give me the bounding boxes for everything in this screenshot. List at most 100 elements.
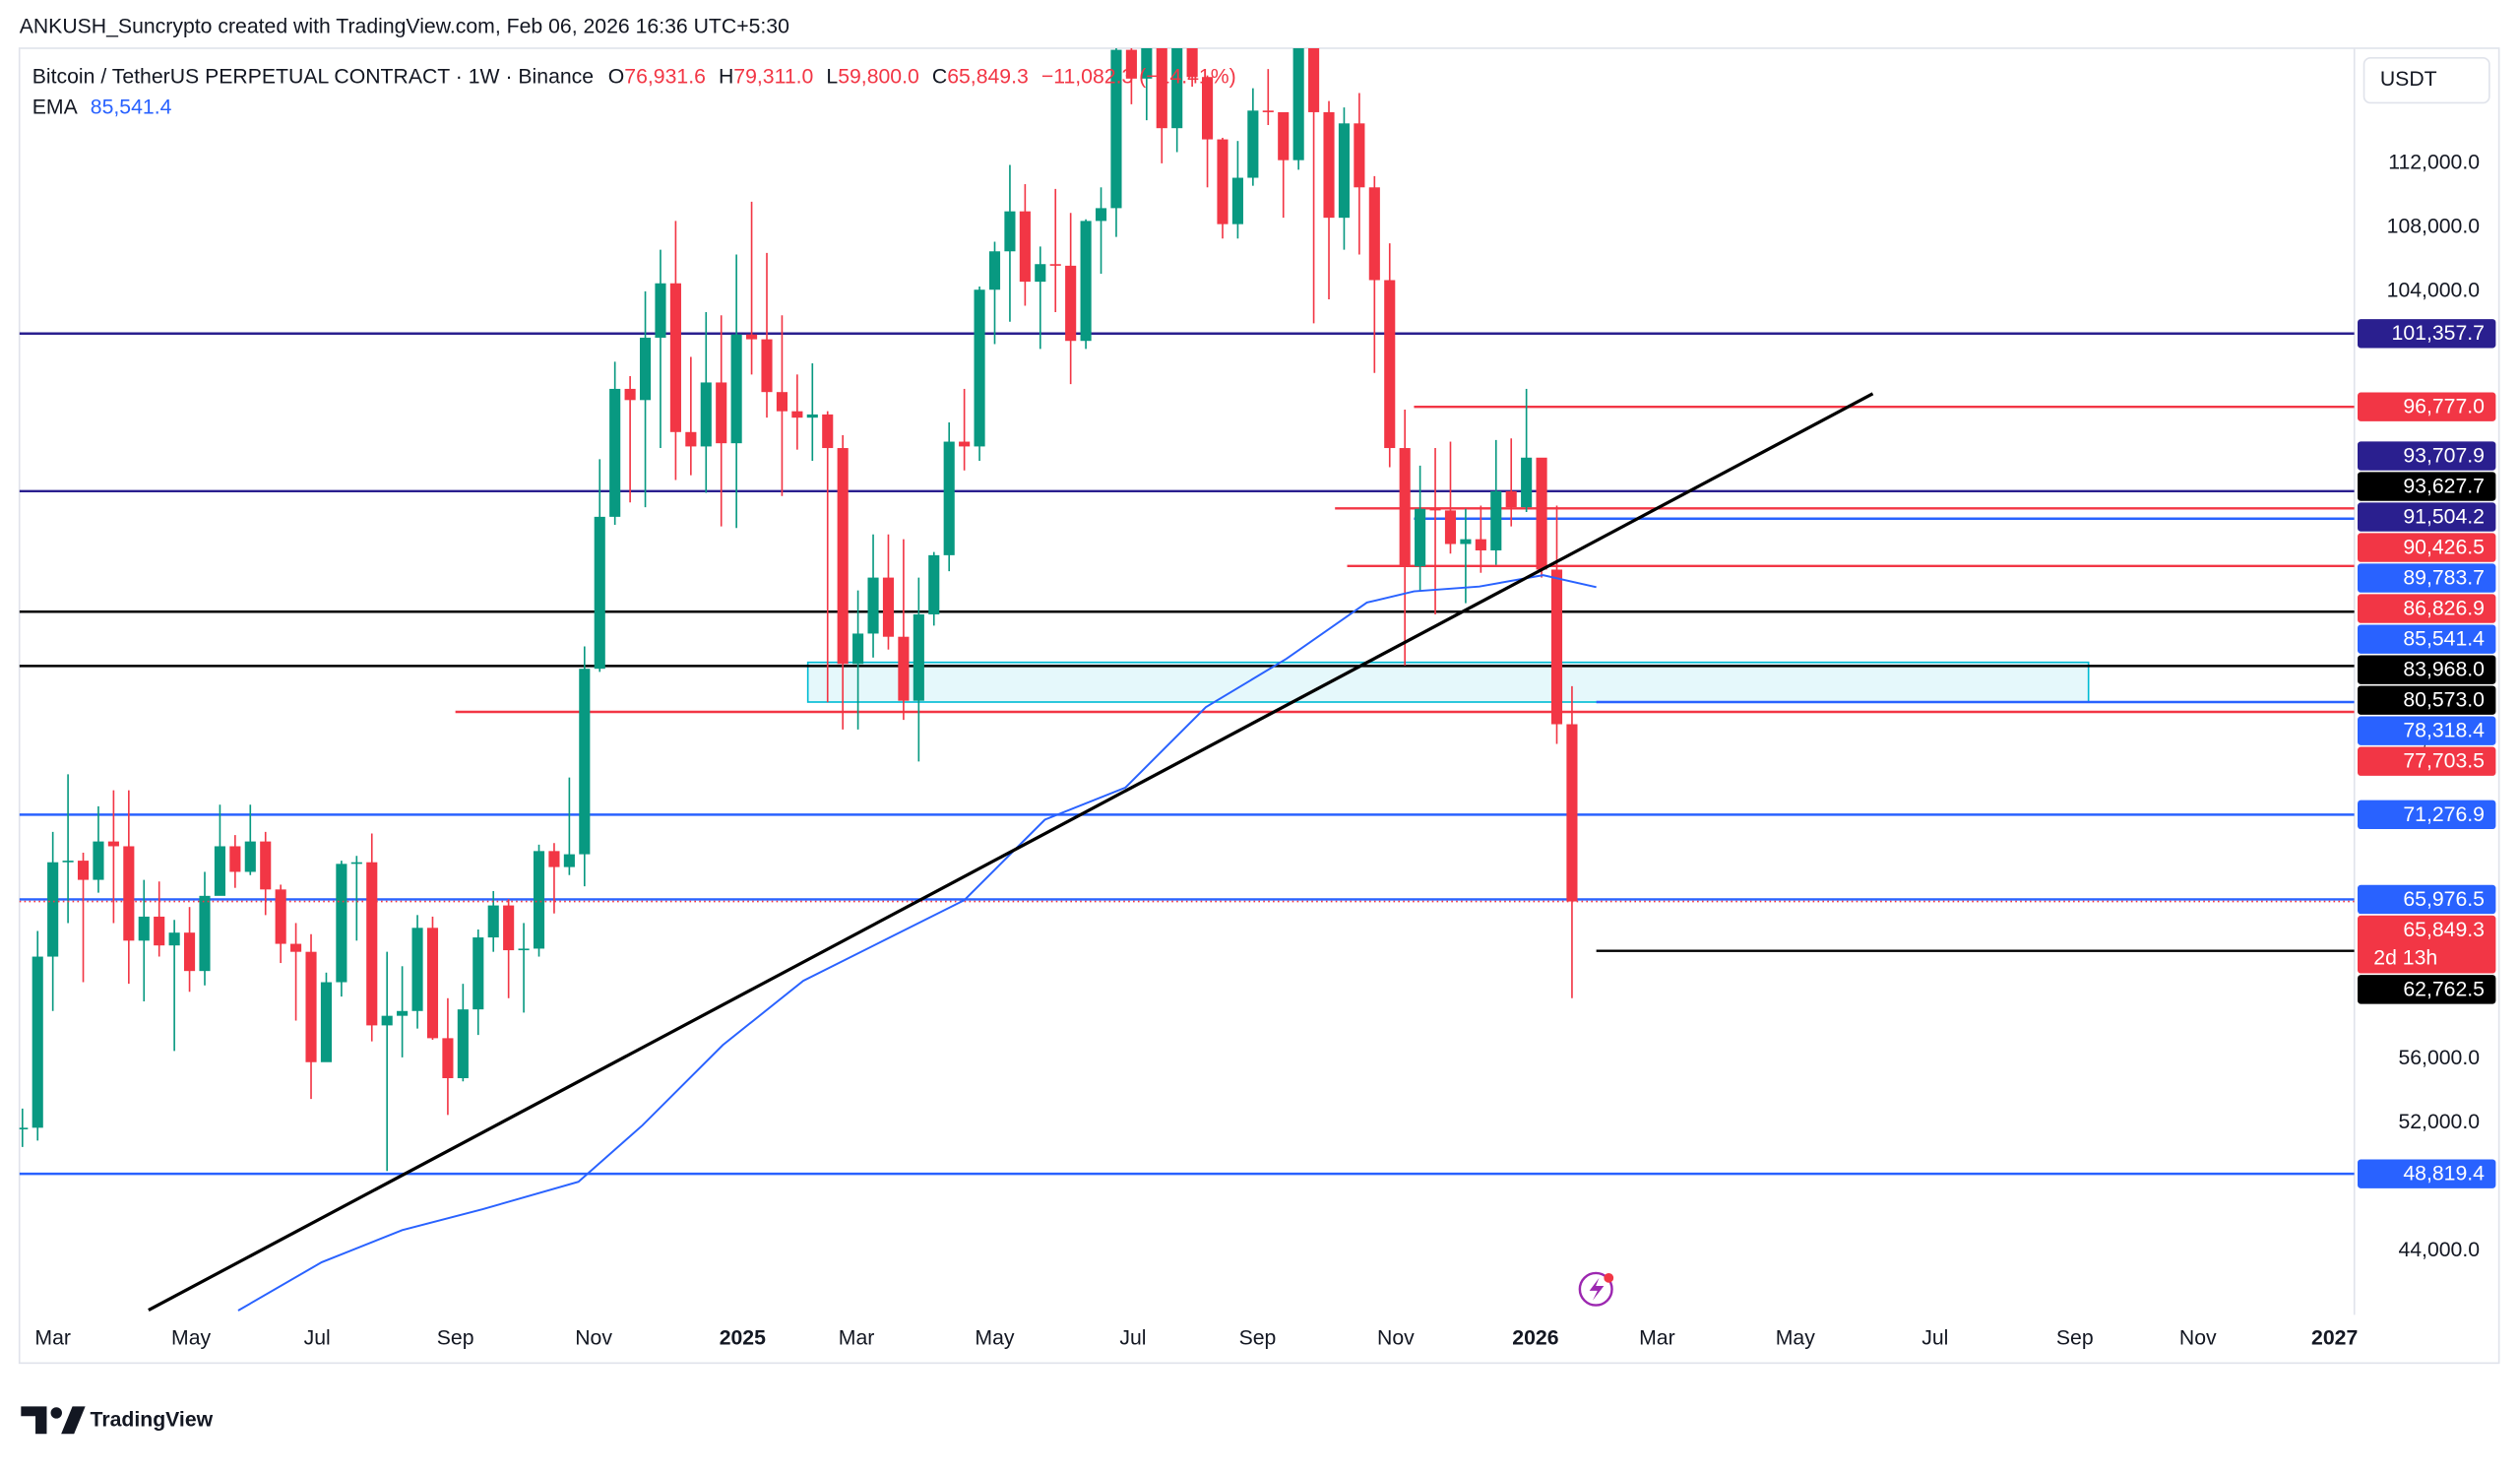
- price-label: 65,849.3: [2403, 919, 2485, 941]
- price-label-box: [2357, 441, 2496, 471]
- x-tick-label: Sep: [2056, 1326, 2094, 1349]
- y-tick-label: 56,000.0: [2398, 1047, 2480, 1069]
- price-label: 91,504.2: [2403, 505, 2485, 528]
- currency-box[interactable]: [2362, 56, 2490, 104]
- price-label-box: [2357, 502, 2496, 532]
- candle-body: [1521, 457, 1533, 508]
- chart-frame: [18, 47, 2500, 1365]
- price-label-box: [2357, 655, 2496, 684]
- ema-legend: EMA 85,541.4: [32, 96, 172, 118]
- candle-body: [928, 554, 940, 614]
- candle-body: [761, 339, 773, 393]
- candle-body: [974, 289, 985, 447]
- candle-body: [1444, 510, 1457, 545]
- candle-body: [533, 851, 545, 949]
- currency[interactable]: USDT: [2380, 68, 2437, 91]
- candle-body: [138, 916, 150, 941]
- candle-body: [320, 982, 333, 1062]
- x-tick-label: 2025: [720, 1326, 766, 1349]
- y-tick-label: 108,000.0: [2387, 216, 2480, 238]
- candle-body: [168, 932, 180, 946]
- candle-body: [806, 414, 818, 418]
- ohlc-key: O: [608, 65, 625, 88]
- candle-body: [77, 861, 90, 880]
- x-tick-label: Jul: [1119, 1326, 1146, 1349]
- candle-body: [426, 928, 439, 1039]
- candle-body: [1095, 208, 1107, 222]
- candle-body: [1292, 47, 1304, 160]
- x-tick-label: Nov: [1377, 1326, 1415, 1349]
- price-label-box: [2357, 716, 2496, 745]
- ema-line: [237, 574, 1597, 1312]
- candle-body: [518, 948, 530, 951]
- candle-body: [1354, 123, 1365, 188]
- candle-body: [184, 932, 196, 972]
- y-tick-label: 44,000.0: [2398, 1239, 2480, 1261]
- candle-body: [1384, 280, 1396, 449]
- price-label: 78,318.4: [2403, 720, 2485, 742]
- candle-body: [700, 382, 712, 447]
- candle-body: [1550, 569, 1563, 725]
- candle-body: [669, 283, 681, 432]
- price-label: 90,426.5: [2403, 537, 2485, 559]
- candle-body: [93, 841, 104, 880]
- candle-body: [988, 251, 1001, 290]
- candle-body: [959, 441, 971, 447]
- price-label-box: [2357, 392, 2496, 421]
- ohlc-key: H: [719, 65, 733, 88]
- price-label-box: [2357, 975, 2496, 1004]
- candle-body: [746, 334, 758, 340]
- candle-body: [260, 841, 272, 890]
- candle-body: [1065, 265, 1077, 342]
- ohlc-key: L: [826, 65, 838, 88]
- candle-body: [350, 862, 362, 865]
- x-tick-label: Jul: [1922, 1326, 1948, 1349]
- candle-body: [594, 516, 605, 670]
- candle-body: [716, 382, 727, 444]
- price-label: 96,777.0: [2403, 396, 2485, 418]
- x-tick-label: Mar: [34, 1326, 71, 1349]
- x-tick-label: Sep: [1239, 1326, 1277, 1349]
- candle-body: [579, 669, 591, 855]
- candle-body: [199, 895, 211, 972]
- candle-body: [244, 841, 256, 872]
- candle-body: [411, 928, 423, 1011]
- x-tick-label: May: [1776, 1326, 1815, 1349]
- price-label: 93,627.7: [2403, 475, 2485, 497]
- axes: 112,000.0108,000.0104,000.076,000.060,00…: [34, 152, 2496, 1349]
- candle-body: [563, 854, 575, 867]
- x-tick-label: Mar: [1639, 1326, 1675, 1349]
- candle-body: [867, 577, 879, 634]
- candle-body: [47, 862, 59, 957]
- price-label-box: [2357, 624, 2496, 654]
- candle-body: [1278, 111, 1290, 160]
- candle-body: [1004, 211, 1016, 252]
- candle-body: [305, 951, 317, 1062]
- ohlc-key: C: [932, 65, 947, 88]
- candle-body: [1338, 123, 1351, 219]
- candle-body: [1049, 264, 1061, 266]
- candle-body: [852, 633, 864, 665]
- price-label-box: [2357, 915, 2496, 974]
- event-bolt: [1589, 1277, 1605, 1301]
- price-label-box: [2357, 800, 2496, 830]
- candle-body: [336, 864, 347, 983]
- y-tick-label: 104,000.0: [2387, 279, 2480, 301]
- candle-body: [290, 943, 302, 952]
- candle-body: [1186, 47, 1198, 78]
- candle-body: [943, 441, 955, 555]
- x-tick-label: Mar: [839, 1326, 875, 1349]
- trendline: [148, 392, 1874, 1312]
- candle-body: [1019, 211, 1031, 283]
- candle-body: [366, 862, 378, 1026]
- event-icon[interactable]: [1578, 1271, 1613, 1307]
- candle-body: [457, 1009, 469, 1078]
- candle-body: [229, 846, 241, 872]
- candle-body: [822, 414, 834, 449]
- candle-body: [1536, 457, 1547, 570]
- candle-body: [154, 916, 165, 946]
- candle-body: [1490, 490, 1502, 550]
- ohlc-value: 65,849.3: [947, 65, 1029, 88]
- candle-body: [837, 448, 849, 665]
- candle-body: [62, 861, 74, 863]
